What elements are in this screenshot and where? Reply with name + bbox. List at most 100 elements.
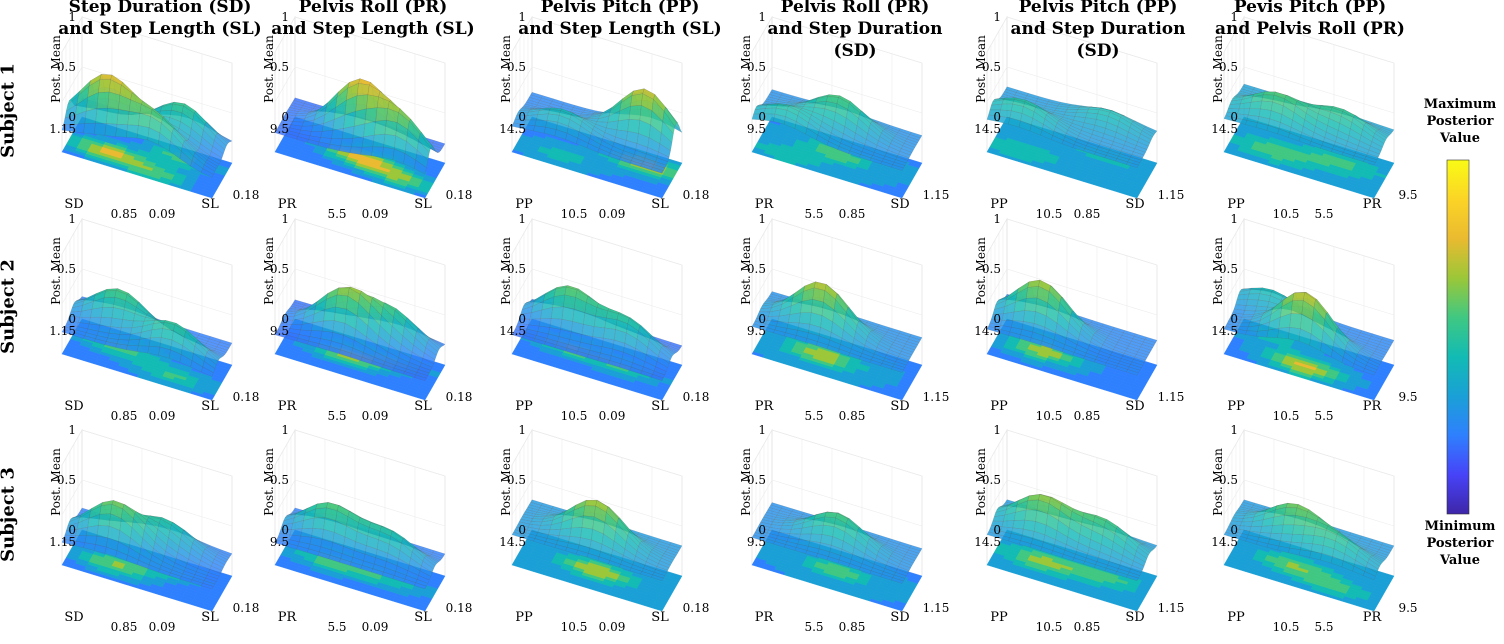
x-tick-label: 0.85 — [1074, 207, 1101, 221]
surface-patch — [432, 140, 446, 147]
surface-patch — [104, 123, 118, 137]
surface-patch — [292, 118, 306, 123]
surface-patch — [340, 138, 354, 148]
surface-patch — [354, 108, 367, 127]
surface-patch — [415, 149, 429, 168]
surface-patch — [1255, 305, 1268, 312]
y-axis-label: PP — [1227, 399, 1245, 414]
z-tick-label: 0.5 — [57, 60, 76, 74]
y-axis-label: PR — [278, 197, 298, 212]
surface-patch — [536, 113, 549, 121]
z-axis-label: Post. Mean — [1211, 35, 1225, 103]
surface-patch — [110, 317, 123, 329]
grid-line — [274, 218, 446, 266]
y-tick-label: 10.5 — [1273, 409, 1300, 423]
x-tick-label: 0.09 — [149, 409, 176, 423]
surface-patch — [1290, 300, 1304, 315]
surface-patch — [96, 91, 110, 109]
x-tick-label: 1.15 — [1158, 188, 1185, 202]
x-tick-label: 1.15 — [1158, 390, 1185, 404]
grid-line — [986, 218, 1158, 266]
surface-patch — [1066, 107, 1080, 110]
x-tick-label: 0.18 — [446, 188, 473, 202]
surface-patch — [150, 328, 163, 339]
y-tick-label: 14.5 — [974, 122, 1001, 136]
z-axis-label: Post. Mean — [739, 237, 753, 305]
x-axis-label: SL — [651, 399, 669, 414]
z-tick-label: 0.5 — [270, 60, 289, 74]
y-tick-label: 10.5 — [561, 207, 588, 221]
z-tick-label: 1 — [281, 212, 289, 226]
surface-patch — [356, 83, 370, 96]
y-tick-label: 0.85 — [111, 409, 138, 423]
y-axis-label: SD — [64, 399, 83, 414]
y-tick-label: 9.5 — [270, 122, 289, 136]
surface-patch — [551, 306, 564, 320]
y-tick-label: 14.5 — [974, 324, 1001, 338]
x-axis-label: PR — [1363, 197, 1383, 212]
surface-patch — [1292, 292, 1305, 302]
y-axis-label: PP — [990, 399, 1008, 414]
grid-line — [274, 16, 446, 64]
z-axis-label: Post. Mean — [1211, 237, 1225, 305]
x-tick-label: 0.85 — [1074, 409, 1101, 423]
grid-line — [61, 218, 233, 266]
surface-patch — [604, 317, 618, 330]
colorbar — [1446, 159, 1470, 515]
x-axis-label: SD — [1125, 399, 1144, 414]
surface-patch — [1242, 310, 1256, 315]
y-tick-label: 5.5 — [327, 207, 346, 221]
x-tick-label: 0.18 — [683, 188, 710, 202]
surface-patch — [126, 124, 139, 139]
surface-patch — [121, 319, 134, 329]
surface-patch — [127, 111, 141, 126]
y-tick-label: 10.5 — [1273, 207, 1300, 221]
y-axis-label: PP — [990, 197, 1008, 212]
z-tick-label: 0 — [68, 110, 76, 124]
surface-patch — [1024, 297, 1038, 312]
z-axis-label: Post. Mean — [262, 237, 276, 305]
surface-patch — [628, 105, 642, 121]
grid-line — [511, 16, 683, 64]
surface-patch — [563, 294, 576, 310]
surface-patch — [360, 146, 374, 157]
x-axis-label: SL — [201, 399, 219, 414]
surface-patch — [1261, 94, 1275, 103]
surface-patch — [1023, 310, 1036, 324]
y-axis-label: SD — [64, 197, 83, 212]
z-tick-label: 1 — [518, 212, 526, 226]
surface-patch — [1255, 329, 1269, 338]
z-axis-label: Post. Mean — [974, 237, 988, 305]
z-axis-label: Post. Mean — [49, 35, 63, 103]
surface-patch — [384, 119, 398, 137]
y-tick-label: 1.15 — [49, 122, 76, 136]
surface-patch — [136, 125, 150, 141]
x-tick-label: 0.18 — [233, 188, 260, 202]
surface-patch — [201, 168, 214, 178]
y-tick-label: 14.5 — [499, 122, 526, 136]
x-tick-label: 0.18 — [683, 390, 710, 404]
x-tick-label: 0.85 — [839, 409, 866, 423]
y-tick-label: 1.15 — [49, 324, 76, 338]
surface-patch — [202, 164, 216, 175]
surface-patch — [372, 133, 386, 148]
z-axis-label: Post. Mean — [499, 237, 513, 305]
y-tick-label: 10.5 — [1036, 409, 1063, 423]
x-tick-label: 0.85 — [839, 207, 866, 221]
surface-patch — [1249, 100, 1263, 110]
grid-line — [61, 16, 233, 64]
grid-line — [61, 66, 233, 114]
surface-patch — [321, 320, 335, 333]
surface-patch — [1262, 91, 1276, 96]
surface-patch — [98, 79, 111, 93]
surface-patch — [1235, 299, 1248, 306]
x-tick-label: 5.5 — [1314, 207, 1333, 221]
surface-patch — [765, 104, 779, 109]
surface-patch — [1012, 310, 1026, 322]
surface-patch — [603, 327, 616, 341]
